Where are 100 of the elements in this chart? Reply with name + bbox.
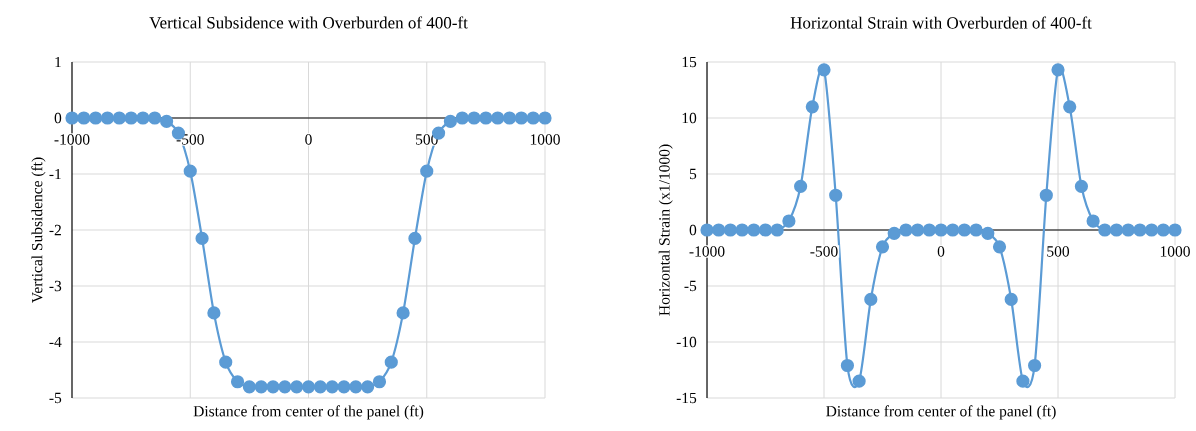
y-tick-label: -5 [684, 280, 697, 292]
point [887, 226, 901, 240]
point [89, 111, 103, 125]
point [712, 223, 726, 237]
y-tick-label: -10 [676, 336, 697, 348]
point [957, 223, 972, 237]
point [1051, 63, 1065, 77]
point [337, 380, 351, 394]
point [1016, 374, 1030, 388]
point [1028, 358, 1042, 373]
point [922, 223, 936, 237]
point [136, 111, 150, 125]
point [100, 111, 115, 125]
x-tick-label: 500 [1047, 246, 1070, 257]
point [992, 240, 1007, 254]
point [840, 358, 855, 373]
point [313, 380, 327, 394]
y-axis-title: Vertical Subsidence (ft) [31, 157, 46, 303]
y-tick-label: -1 [49, 168, 61, 180]
point [538, 111, 552, 125]
point [747, 223, 761, 237]
point [911, 223, 925, 237]
point [723, 223, 738, 237]
point [396, 306, 410, 320]
point [443, 114, 457, 128]
point [969, 223, 983, 237]
point [770, 223, 784, 237]
point [946, 223, 960, 237]
x-axis-title: Distance from center of the panel (ft) [193, 405, 424, 420]
point [502, 111, 517, 125]
y-tick-label: 0 [689, 224, 697, 236]
point [864, 292, 878, 307]
point [1039, 188, 1053, 202]
x-tick-label: 1000 [1160, 246, 1190, 257]
point [254, 380, 268, 394]
point [817, 63, 831, 77]
chart-title: Vertical Subsidence with Overburden of 400-ft [149, 16, 468, 29]
point [372, 375, 387, 389]
chart-title: Horizontal Strain with Overburden of 400-ft [790, 16, 1092, 29]
point [794, 179, 808, 193]
x-tick-label: -1000 [689, 246, 725, 257]
point [735, 223, 749, 237]
point [1168, 223, 1182, 237]
point [782, 214, 796, 228]
point [112, 111, 126, 125]
point [183, 164, 197, 178]
point [124, 111, 138, 125]
y-axis-title: Horizontal Strain (x1/1000) [658, 144, 673, 316]
point [349, 380, 363, 394]
point [242, 380, 256, 394]
point [981, 226, 995, 240]
point [1063, 100, 1077, 114]
y-tick-label: -3 [49, 280, 62, 292]
point [700, 223, 714, 237]
point [77, 111, 91, 125]
y-tick-label: -5 [49, 392, 62, 404]
y-tick-label: -4 [49, 336, 62, 348]
point [408, 231, 422, 245]
point [467, 111, 481, 125]
point [148, 111, 162, 125]
point [1156, 223, 1170, 237]
x-tick-label: -1000 [54, 134, 90, 145]
point [514, 111, 528, 125]
point [420, 164, 434, 178]
point [899, 223, 913, 237]
point [1133, 223, 1147, 237]
point [875, 240, 890, 254]
point [1074, 179, 1089, 193]
point [230, 375, 245, 389]
point [758, 223, 773, 237]
x-tick-label: 0 [937, 246, 945, 257]
point [1098, 223, 1112, 237]
point [1109, 223, 1124, 237]
point [805, 100, 819, 114]
point [160, 114, 174, 128]
point [195, 231, 209, 245]
point [325, 380, 339, 394]
point [384, 355, 398, 369]
point [207, 306, 221, 320]
x-axis-title: Distance from center of the panel (ft) [826, 405, 1056, 420]
y-tick-label: 1 [55, 56, 61, 68]
point [479, 111, 493, 125]
point [455, 111, 469, 125]
y-tick-label: 0 [54, 112, 62, 124]
point [361, 380, 375, 394]
point [934, 223, 948, 237]
point [829, 188, 843, 202]
point [278, 380, 292, 394]
point [1086, 214, 1100, 228]
point [301, 380, 316, 394]
y-tick-label: 5 [689, 168, 697, 180]
point [852, 374, 866, 388]
y-tick-label: -15 [676, 392, 697, 404]
point [219, 355, 233, 369]
x-tick-label: 1000 [530, 134, 560, 145]
point [1004, 292, 1018, 307]
point [491, 111, 505, 125]
point [266, 380, 280, 394]
y-tick-label: 15 [682, 56, 697, 68]
x-tick-label: 0 [305, 134, 312, 145]
